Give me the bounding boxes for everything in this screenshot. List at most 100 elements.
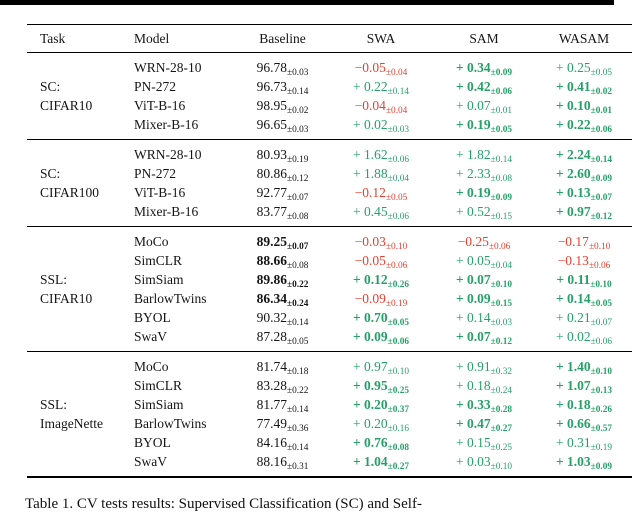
model-name: SwaV — [134, 328, 167, 344]
swa-cell: −0.05±0.04 — [354, 59, 408, 79]
wasam-cell: + 0.31±0.19 — [556, 434, 612, 454]
swa-cell: + 0.97±0.10 — [353, 358, 409, 378]
swa-cell: + 1.62±0.06 — [353, 146, 409, 166]
baseline-cell: 87.28±0.05 — [256, 328, 309, 348]
wasam-cell: + 1.07±0.13 — [555, 377, 613, 397]
baseline-cell: 96.78±0.03 — [256, 59, 309, 79]
wasam-cell: + 1.40±0.10 — [555, 358, 613, 378]
task-group: SC: CIFAR10 WRN-28-10 96.78±0.03 −0.05±0… — [27, 53, 632, 140]
sam-cell: + 0.18±0.24 — [456, 377, 512, 397]
swa-cell: + 1.88±0.04 — [353, 165, 409, 185]
baseline-cell: 96.65±0.03 — [256, 116, 309, 136]
wasam-cell: + 0.22±0.06 — [555, 116, 613, 136]
swa-cell: + 0.12±0.26 — [352, 271, 410, 291]
sam-cell: + 0.15±0.25 — [456, 434, 512, 454]
table-row: SimCLR 83.28±0.22 + 0.95±0.25 + 0.18±0.2… — [125, 376, 632, 397]
table-row: WRN-28-10 80.93±0.19 + 1.62±0.06 + 1.82±… — [125, 145, 632, 166]
wasam-cell: + 0.21±0.07 — [556, 309, 612, 329]
model-name: SwaV — [134, 453, 167, 469]
task-label: SC: CIFAR10 — [27, 77, 125, 115]
wasam-cell: + 0.41±0.02 — [555, 78, 613, 98]
sam-cell: −0.25±0.06 — [457, 233, 511, 253]
model-name: BarlowTwins — [134, 290, 207, 306]
wasam-cell: + 0.25±0.05 — [556, 59, 612, 79]
table-row: ViT-B-16 92.77±0.07 −0.12±0.05 + 0.19±0.… — [125, 183, 632, 204]
swa-cell: + 0.95±0.25 — [352, 377, 410, 397]
table-row: ViT-B-16 98.95±0.02 −0.04±0.04 + 0.07±0.… — [125, 96, 632, 117]
wasam-cell: −0.13±0.06 — [557, 252, 611, 272]
baseline-cell: 88.16±0.31 — [256, 453, 309, 473]
sam-cell: + 0.05±0.04 — [456, 252, 512, 272]
model-name: BYOL — [134, 434, 171, 450]
swa-cell: −0.05±0.06 — [354, 252, 408, 272]
table-row: SwaV 87.28±0.05 + 0.09±0.06 + 0.07±0.12 … — [125, 327, 632, 348]
model-name: BarlowTwins — [134, 415, 207, 431]
baseline-cell: 96.73±0.14 — [256, 78, 309, 98]
baseline-cell: 80.93±0.19 — [256, 146, 309, 166]
swa-cell: + 0.76±0.08 — [352, 434, 410, 454]
model-name: MoCo — [134, 358, 169, 374]
wasam-cell: + 1.03±0.09 — [555, 453, 613, 473]
sam-cell: + 0.07±0.01 — [456, 97, 512, 117]
swa-cell: + 0.45±0.06 — [353, 203, 409, 223]
results-table: Task Model Baseline SWA SAM WASAM SC: CI… — [27, 24, 632, 478]
table-row: PN-272 96.73±0.14 + 0.22±0.14 + 0.42±0.0… — [125, 77, 632, 98]
swa-cell: + 0.09±0.06 — [352, 328, 410, 348]
wasam-cell: + 0.18±0.26 — [555, 396, 613, 416]
task-label: SSL: ImageNette — [27, 395, 125, 433]
group-rows: WRN-28-10 80.93±0.19 + 1.62±0.06 + 1.82±… — [125, 145, 632, 223]
figure-bottom-border — [0, 0, 614, 5]
model-name: PN-272 — [134, 78, 177, 94]
swa-cell: + 0.02±0.03 — [353, 116, 409, 136]
table-row: SwaV 88.16±0.31 + 1.04±0.27 + 0.03±0.10 … — [125, 452, 632, 473]
task-label-line2: CIFAR10 — [40, 98, 93, 113]
model-name: SimCLR — [134, 252, 183, 268]
wasam-cell: + 0.13±0.07 — [555, 184, 613, 204]
baseline-cell: 83.77±0.08 — [256, 203, 309, 223]
table-row: MoCo 89.25±0.07 −0.03±0.10 −0.25±0.06 −0… — [125, 232, 632, 253]
group-rows: WRN-28-10 96.78±0.03 −0.05±0.04 + 0.34±0… — [125, 58, 632, 136]
task-label: SSL: CIFAR10 — [27, 270, 125, 308]
swa-cell: + 0.22±0.14 — [353, 78, 409, 98]
table-row: BYOL 90.32±0.14 + 0.70±0.05 + 0.14±0.03 … — [125, 308, 632, 329]
wasam-cell: + 2.24±0.14 — [555, 146, 613, 166]
swa-cell: + 1.04±0.27 — [352, 453, 410, 473]
baseline-cell: 84.16±0.14 — [256, 434, 309, 454]
table-row: Mixer-B-16 83.77±0.08 + 0.45±0.06 + 0.52… — [125, 202, 632, 223]
sam-cell: + 0.03±0.10 — [456, 453, 512, 473]
model-name: PN-272 — [134, 165, 177, 181]
swa-cell: + 0.70±0.05 — [352, 309, 410, 329]
model-name: BYOL — [134, 309, 171, 325]
table-row: MoCo 81.74±0.18 + 0.97±0.10 + 0.91±0.32 … — [125, 357, 632, 378]
sam-cell: + 1.82±0.14 — [456, 146, 512, 166]
swa-cell: −0.03±0.10 — [354, 233, 408, 253]
baseline-cell: 83.28±0.22 — [256, 377, 309, 397]
task-label-line1: SC: — [40, 79, 61, 94]
table-row: BarlowTwins 86.34±0.24 −0.09±0.19 + 0.09… — [125, 289, 632, 310]
swa-cell: −0.09±0.19 — [354, 290, 408, 310]
table-row: SimSiam 89.86±0.22 + 0.12±0.26 + 0.07±0.… — [125, 270, 632, 291]
task-group: SSL: CIFAR10 MoCo 89.25±0.07 −0.03±0.10 … — [27, 227, 632, 352]
wasam-cell: + 0.11±0.10 — [556, 271, 612, 291]
task-group: SSL: ImageNette MoCo 81.74±0.18 + 0.97±0… — [27, 352, 632, 478]
model-name: SimSiam — [134, 271, 184, 287]
model-name: Mixer-B-16 — [134, 116, 199, 132]
baseline-cell: 89.86±0.22 — [256, 271, 309, 291]
sam-cell: + 0.19±0.09 — [455, 184, 513, 204]
task-label-line2: CIFAR10 — [40, 291, 93, 306]
baseline-cell: 81.74±0.18 — [256, 358, 309, 378]
task-label-line2: CIFAR100 — [40, 185, 100, 200]
model-name: Mixer-B-16 — [134, 203, 199, 219]
baseline-cell: 77.49±0.36 — [256, 415, 309, 435]
header-wasam: WASAM — [558, 30, 610, 46]
baseline-cell: 80.86±0.12 — [256, 165, 309, 185]
sam-cell: + 0.19±0.05 — [455, 116, 513, 136]
table-row: PN-272 80.86±0.12 + 1.88±0.04 + 2.33±0.0… — [125, 164, 632, 185]
table-caption: Table 1. CV tests results: Supervised Cl… — [25, 496, 422, 512]
wasam-cell: + 0.02±0.06 — [556, 328, 612, 348]
model-name: ViT-B-16 — [134, 97, 186, 113]
header-task: Task — [40, 30, 66, 46]
sam-cell: + 0.09±0.15 — [455, 290, 513, 310]
table-body: SC: CIFAR10 WRN-28-10 96.78±0.03 −0.05±0… — [27, 53, 632, 478]
swa-cell: + 0.20±0.37 — [352, 396, 410, 416]
